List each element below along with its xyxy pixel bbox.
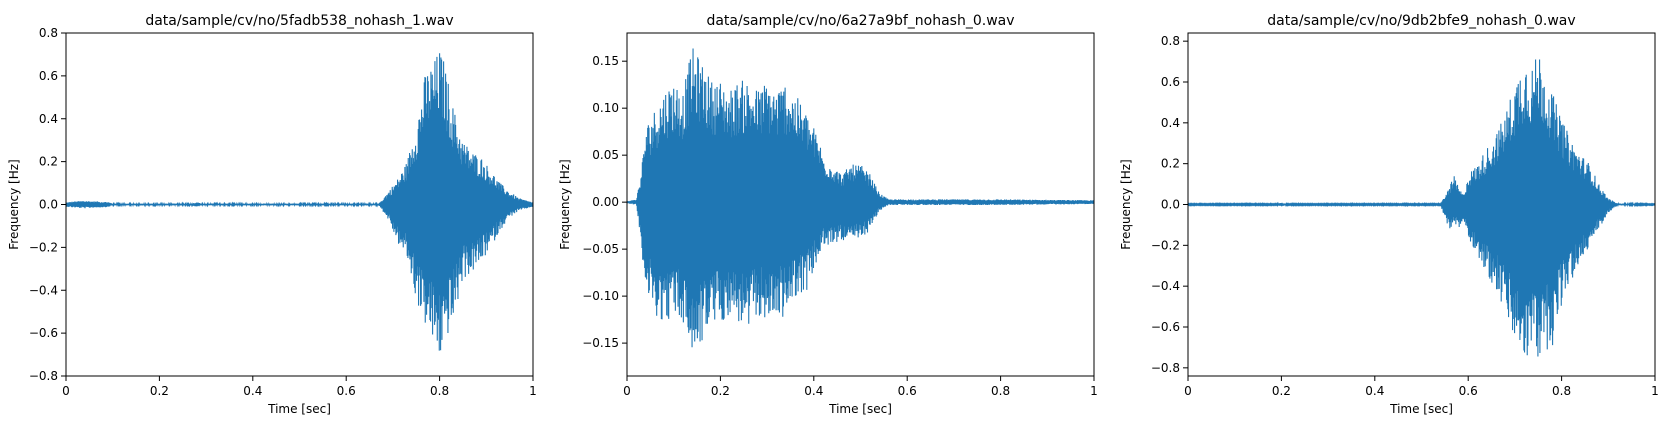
x-tick-label: 0.2 (711, 384, 730, 398)
y-tick-label: 0.8 (39, 26, 58, 40)
y-axis-label: Frequency [Hz] (558, 159, 572, 250)
x-tick-label: 0.4 (243, 384, 262, 398)
y-tick-label: −0.05 (582, 242, 619, 256)
y-tick-label: 0.6 (39, 69, 58, 83)
y-tick-label: −0.2 (1151, 238, 1180, 252)
y-tick-label: 0.2 (1161, 157, 1180, 171)
waveform-line (1188, 59, 1655, 357)
y-tick-label: −0.2 (29, 240, 58, 254)
y-tick-label: 0.4 (1161, 116, 1180, 130)
y-tick-label: 0.6 (1161, 75, 1180, 89)
y-axis-label: Frequency [Hz] (1119, 159, 1133, 250)
x-tick-label: 0.6 (337, 384, 356, 398)
y-tick-label: −0.6 (29, 326, 58, 340)
y-tick-label: −0.10 (582, 289, 619, 303)
plot-title: data/sample/cv/no/5fadb538_nohash_1.wav (145, 13, 453, 29)
y-tick-label: 0.8 (1161, 34, 1180, 48)
x-axis-label: Time [sec] (267, 402, 331, 416)
y-tick-label: 0.05 (592, 148, 619, 162)
x-tick-label: 0.2 (1272, 384, 1291, 398)
x-tick-label: 1 (1651, 384, 1659, 398)
subplot-3: 0 0.2 0.4 0.6 0.8 1 −0.8 −0.6 −0.4 −0.2 0.0 0.2 0.4 0… (1119, 13, 1659, 416)
y-tick-label: −0.4 (29, 283, 58, 297)
x-tick-label: 0 (1184, 384, 1192, 398)
y-tick-label: 0.10 (592, 101, 619, 115)
subplot-1: 0 0.2 0.4 0.6 0.8 1 −0.8 −0.6 −0.4 −0.2 0.0 0.2 0.4 0… (7, 13, 537, 416)
y-tick-label: −0.4 (1151, 279, 1180, 293)
y-tick-label: −0.8 (29, 369, 58, 383)
y-tick-label: 0.0 (1161, 198, 1180, 212)
waveform-line (627, 48, 1094, 348)
y-tick-label: −0.8 (1151, 361, 1180, 375)
x-axis-label: Time [sec] (1389, 402, 1453, 416)
x-tick-label: 0.2 (150, 384, 169, 398)
y-axis-label: Frequency [Hz] (7, 159, 21, 250)
x-tick-label: 0.8 (1552, 384, 1571, 398)
x-tick-label: 0.4 (804, 384, 823, 398)
x-tick-label: 0.4 (1365, 384, 1384, 398)
y-tick-label: 0.2 (39, 155, 58, 169)
x-tick-label: 0.8 (991, 384, 1010, 398)
y-tick-label: 0.00 (592, 195, 619, 209)
x-tick-label: 0 (62, 384, 70, 398)
subplot-2: 0 0.2 0.4 0.6 0.8 1 −0.15 −0.10 −0.05 0.00 0.05 0.1… (558, 13, 1098, 416)
waveform-line (66, 53, 533, 351)
plot-title: data/sample/cv/no/6a27a9bf_nohash_0.wav (706, 13, 1014, 29)
y-tick-label: −0.15 (582, 336, 619, 350)
axes-frame (626, 32, 1095, 377)
x-tick-label: 1 (1090, 384, 1098, 398)
y-tick-label: 0.15 (592, 54, 619, 68)
x-tick-label: 0.8 (430, 384, 449, 398)
x-tick-label: 0.6 (1459, 384, 1478, 398)
plot-title: data/sample/cv/no/9db2bfe9_nohash_0.wav (1267, 13, 1575, 29)
x-axis-label: Time [sec] (828, 402, 892, 416)
y-tick-label: −0.6 (1151, 320, 1180, 334)
y-tick-label: 0.4 (39, 112, 58, 126)
x-tick-label: 0.6 (898, 384, 917, 398)
x-tick-label: 1 (529, 384, 537, 398)
y-tick-label: 0.0 (39, 198, 58, 212)
x-tick-label: 0 (623, 384, 631, 398)
